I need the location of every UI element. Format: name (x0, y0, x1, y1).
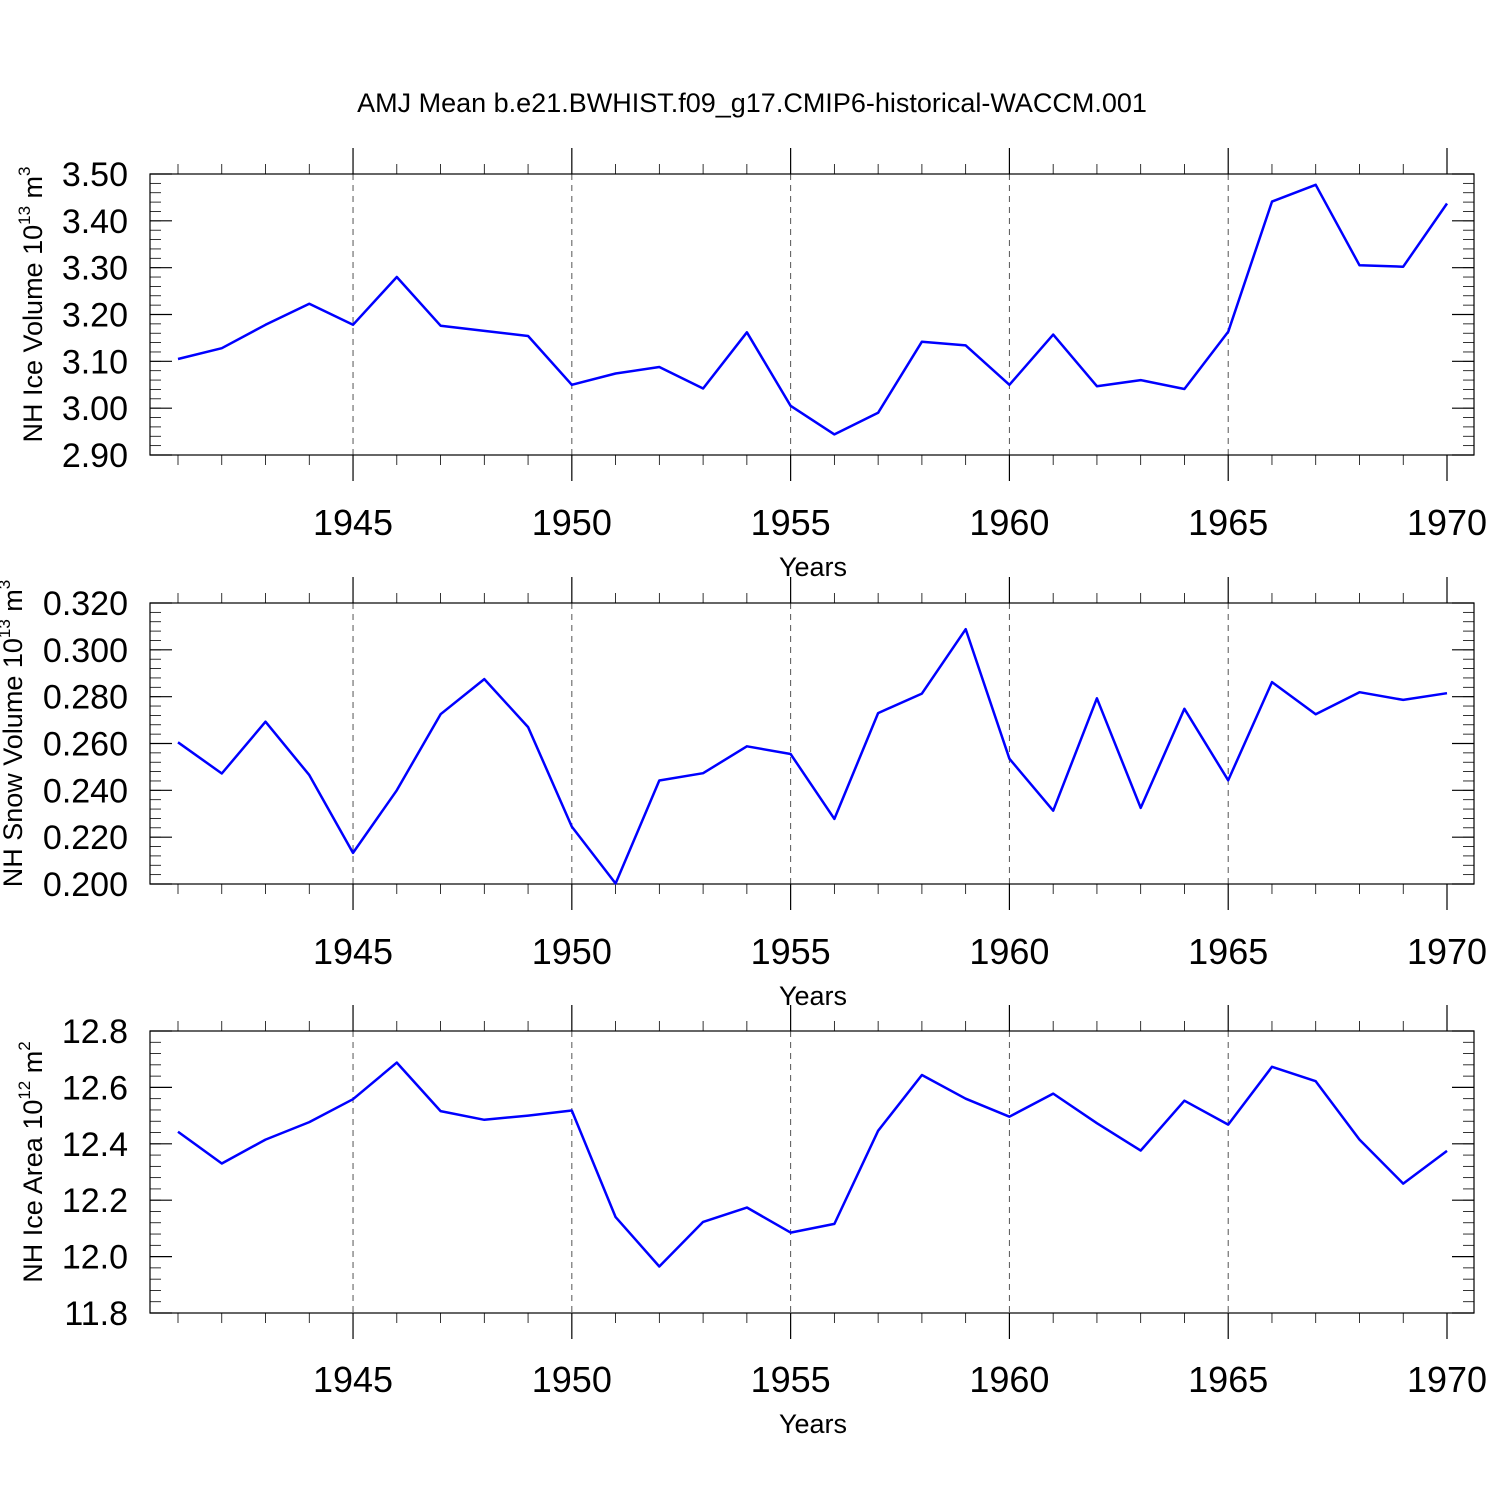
y-tick-label: 12.8 (62, 1013, 128, 1051)
y-tick-label: 12.4 (62, 1126, 128, 1164)
x-tick-label: 1970 (1407, 502, 1487, 543)
y-tick-label: 3.30 (62, 250, 128, 288)
x-tick-label: 1945 (313, 931, 393, 972)
chart-panel-2: 0.200 0.220 0.240 0.260 0.280 0.300 0.320 1945 1… (0, 577, 1487, 1011)
y-tick-label: 0.320 (43, 585, 128, 623)
y-tick-label: 11.8 (64, 1295, 128, 1333)
y-tick-label: 2.90 (62, 437, 128, 475)
y-tick-label: 3.10 (62, 343, 128, 381)
x-tick-label: 1955 (751, 931, 831, 972)
y-tick-label: 3.20 (62, 297, 128, 335)
x-tick-label: 1970 (1407, 931, 1487, 972)
chart-title: AMJ Mean b.e21.BWHIST.f09_g17.CMIP6-hist… (357, 88, 1147, 118)
x-tick-label: 1955 (751, 1359, 831, 1400)
y-axis-label: NH Snow Volume 1013 m3 (0, 580, 28, 888)
x-tick-label: 1945 (313, 502, 393, 543)
plot-frame (149, 602, 1475, 885)
plot-frame (149, 1030, 1475, 1314)
x-tick-label: 1960 (969, 931, 1049, 972)
x-tick-label: 1965 (1188, 931, 1268, 972)
y-tick-label: 0.300 (43, 632, 128, 670)
y-tick-label: 0.200 (43, 866, 128, 904)
x-tick-label: 1950 (532, 1359, 612, 1400)
x-tick-label: 1965 (1188, 502, 1268, 543)
y-tick-label: 3.00 (62, 390, 128, 428)
chart-panels: 2.90 3.00 3.10 3.20 3.30 3.40 3.50 1945 1950 1955… (0, 148, 1487, 1439)
y-tick-label: 0.260 (43, 726, 128, 764)
x-tick-label: 1960 (969, 502, 1049, 543)
y-tick-label: 12.0 (62, 1239, 128, 1277)
y-tick-label: 12.6 (62, 1069, 128, 1107)
y-tick-label: 0.240 (43, 772, 128, 810)
x-tick-label: 1945 (313, 1359, 393, 1400)
x-tick-label: 1950 (532, 931, 612, 972)
chart-panel-1: 2.90 3.00 3.10 3.20 3.30 3.40 3.50 1945 1950 1955… (15, 148, 1487, 582)
x-tick-label: 1965 (1188, 1359, 1268, 1400)
y-tick-label: 12.2 (62, 1182, 128, 1220)
x-tick-label: 1970 (1407, 1359, 1487, 1400)
x-axis-label: Years (779, 981, 847, 1011)
y-tick-label: 3.50 (62, 156, 128, 194)
x-tick-label: 1960 (969, 1359, 1049, 1400)
series-line (177, 183, 1449, 436)
chart-panel-3: 11.8 12.0 12.2 12.4 12.6 12.8 1945 1950 1955 1960… (15, 1005, 1487, 1439)
series-line (177, 1061, 1448, 1268)
y-tick-label: 0.280 (43, 679, 128, 717)
y-axis-label: NH Ice Volume 1013 m3 (15, 167, 48, 443)
series-line (177, 627, 1448, 885)
x-axis-label: Years (779, 552, 847, 582)
x-axis-label: Years (779, 1409, 847, 1439)
x-tick-label: 1950 (532, 502, 612, 543)
y-axis-label: NH Ice Area 1012 m2 (15, 1041, 48, 1282)
y-tick-label: 3.40 (62, 203, 128, 241)
plot-frame (149, 173, 1475, 456)
x-tick-label: 1955 (751, 502, 831, 543)
y-tick-label: 0.220 (43, 819, 128, 857)
